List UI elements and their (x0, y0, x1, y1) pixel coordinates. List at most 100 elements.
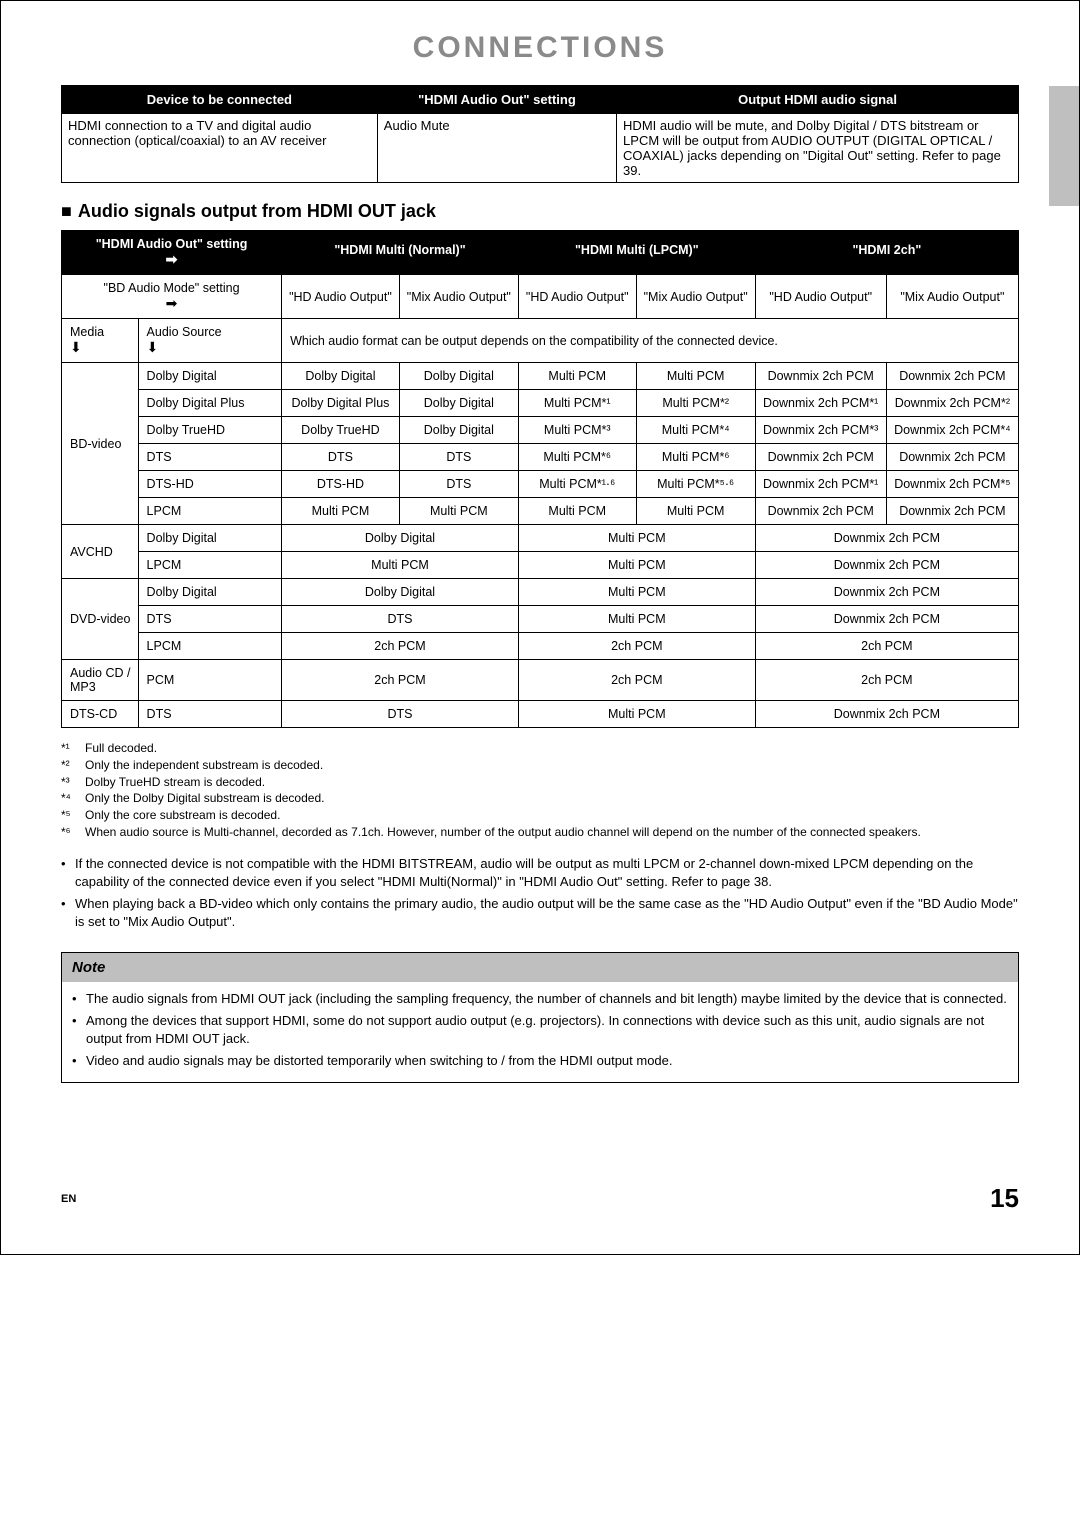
table-row: DTS (138, 606, 282, 633)
cell: Multi PCM*¹ (518, 390, 636, 417)
cell: Dolby Digital (399, 363, 518, 390)
audio-source-label: Audio Source⬇ (138, 319, 282, 363)
cell: Multi PCM (518, 552, 755, 579)
media-text: Media (70, 325, 104, 339)
cell: 2ch PCM (518, 633, 755, 660)
arrow-right-icon: ➡ (166, 295, 178, 311)
cell: Downmix 2ch PCM (755, 701, 1018, 728)
t2-h-setting: "HDMI Audio Out" setting➡ (62, 231, 282, 275)
col-mix1: "Mix Audio Output" (399, 275, 518, 319)
page-title: CONNECTIONS (61, 31, 1019, 65)
audio-signals-table: "HDMI Audio Out" setting➡ "HDMI Multi (N… (61, 230, 1019, 728)
cell: Downmix 2ch PCM (886, 498, 1018, 525)
table-row: DTS-HD (138, 471, 282, 498)
cell: Multi PCM (518, 363, 636, 390)
cell: 2ch PCM (518, 660, 755, 701)
device-table: Device to be connected "HDMI Audio Out" … (61, 85, 1019, 183)
footnotes: *¹Full decoded.*²Only the independent su… (61, 740, 1019, 841)
arrow-down-icon: ⬇ (147, 339, 159, 355)
cell: Downmix 2ch PCM (755, 363, 886, 390)
cell: Multi PCM*⁴ (636, 417, 755, 444)
t2-h2: "HDMI Multi (Normal)" (282, 231, 519, 270)
cell: Downmix 2ch PCM*¹ (755, 390, 886, 417)
t1-c3: HDMI audio will be mute, and Dolby Digit… (617, 114, 1019, 183)
cell: Dolby Digital (399, 417, 518, 444)
table-row: Dolby Digital (138, 525, 282, 552)
cell: DTS-HD (282, 471, 400, 498)
media-label: Media⬇ (62, 319, 139, 363)
cell: DTS (282, 606, 519, 633)
cell: Downmix 2ch PCM (886, 363, 1018, 390)
table-row: Dolby Digital Plus (138, 390, 282, 417)
table-row: Dolby TrueHD (138, 417, 282, 444)
col-hd1: "HD Audio Output" (282, 275, 400, 319)
cell: Multi PCM (282, 552, 519, 579)
cell: Multi PCM (518, 525, 755, 552)
cell: 2ch PCM (755, 660, 1018, 701)
section-heading: ■ Audio signals output from HDMI OUT jack (61, 201, 1019, 222)
cell: 2ch PCM (282, 660, 519, 701)
cell: Dolby Digital (282, 579, 519, 606)
cell: Multi PCM (636, 363, 755, 390)
side-tab (1049, 86, 1079, 206)
arrow-right-icon: ➡ (166, 251, 178, 267)
t1-h3: Output HDMI audio signal (617, 86, 1019, 114)
table-row: Dolby Digital (138, 579, 282, 606)
cell: Downmix 2ch PCM (755, 552, 1018, 579)
table-row: DTS (138, 701, 282, 728)
bd-video-label: BD-video (62, 363, 139, 525)
cell: Downmix 2ch PCM*⁴ (886, 417, 1018, 444)
table-row: LPCM (138, 498, 282, 525)
cell: Downmix 2ch PCM*² (886, 390, 1018, 417)
t1-c1: HDMI connection to a TV and digital audi… (62, 114, 378, 183)
table-row: Dolby Digital (138, 363, 282, 390)
col-hd3: "HD Audio Output" (755, 275, 886, 319)
t1-h2: "HDMI Audio Out" setting (377, 86, 616, 114)
cell: Multi PCM*³ (518, 417, 636, 444)
cell: Downmix 2ch PCM (886, 444, 1018, 471)
t1-c2: Audio Mute (377, 114, 616, 183)
bullets: •If the connected device is not compatib… (61, 855, 1019, 932)
cell: Multi PCM*² (636, 390, 755, 417)
cell: Multi PCM (518, 606, 755, 633)
cell: Multi PCM*⁶ (636, 444, 755, 471)
cell: Multi PCM*⁵·⁶ (636, 471, 755, 498)
square-icon: ■ (61, 201, 72, 221)
bd-mode: "BD Audio Mode" setting➡ (62, 275, 282, 319)
cell: Multi PCM (518, 701, 755, 728)
cell: Downmix 2ch PCM (755, 606, 1018, 633)
cell: 2ch PCM (755, 633, 1018, 660)
cell: Downmix 2ch PCM (755, 579, 1018, 606)
footer-page: 15 (990, 1183, 1019, 1214)
table-row: LPCM (138, 633, 282, 660)
cell: Dolby Digital Plus (282, 390, 400, 417)
cell: Downmix 2ch PCM*³ (755, 417, 886, 444)
cell: Multi PCM (282, 498, 400, 525)
compat-note: Which audio format can be output depends… (282, 319, 1019, 363)
cell: Dolby TrueHD (282, 417, 400, 444)
note-body: •The audio signals from HDMI OUT jack (i… (62, 982, 1018, 1083)
cell: 2ch PCM (282, 633, 519, 660)
note-title: Note (62, 953, 1018, 982)
cell: DTS (282, 701, 519, 728)
page: CONNECTIONS Device to be connected "HDMI… (0, 0, 1080, 1255)
footer-lang: EN (61, 1193, 76, 1205)
cell: DTS (399, 444, 518, 471)
cell: DTS (399, 471, 518, 498)
col-mix2: "Mix Audio Output" (636, 275, 755, 319)
bd-mode-text: "BD Audio Mode" setting (104, 281, 240, 295)
cell: Downmix 2ch PCM (755, 444, 886, 471)
note-box: Note •The audio signals from HDMI OUT ja… (61, 952, 1019, 1084)
dvd-label: DVD-video (62, 579, 139, 660)
table-row: PCM (138, 660, 282, 701)
t1-h1: Device to be connected (62, 86, 378, 114)
cell: Dolby Digital (399, 390, 518, 417)
section-heading-text: Audio signals output from HDMI OUT jack (78, 201, 436, 221)
acd-label: Audio CD / MP3 (62, 660, 139, 701)
cell: Dolby Digital (282, 525, 519, 552)
cell: Downmix 2ch PCM*⁵ (886, 471, 1018, 498)
col-hd2: "HD Audio Output" (518, 275, 636, 319)
cell: Downmix 2ch PCM (755, 498, 886, 525)
audio-source-text: Audio Source (147, 325, 222, 339)
footer: EN 15 (61, 1183, 1019, 1214)
